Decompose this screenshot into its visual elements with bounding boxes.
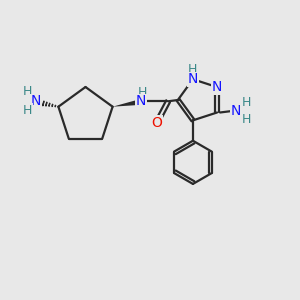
Text: N: N — [136, 94, 146, 108]
Text: H: H — [137, 86, 147, 99]
Text: H: H — [242, 113, 251, 126]
Text: O: O — [151, 116, 162, 130]
Polygon shape — [46, 102, 47, 106]
Text: H: H — [242, 96, 251, 109]
Text: N: N — [230, 104, 241, 118]
Text: H: H — [23, 85, 32, 98]
Text: N: N — [212, 80, 222, 94]
Polygon shape — [112, 100, 136, 107]
Text: H: H — [23, 104, 32, 117]
Polygon shape — [52, 104, 53, 106]
Text: H: H — [188, 63, 197, 76]
Text: N: N — [188, 72, 198, 86]
Polygon shape — [43, 101, 44, 106]
Text: N: N — [31, 94, 41, 108]
Polygon shape — [49, 103, 50, 106]
Polygon shape — [40, 100, 41, 106]
